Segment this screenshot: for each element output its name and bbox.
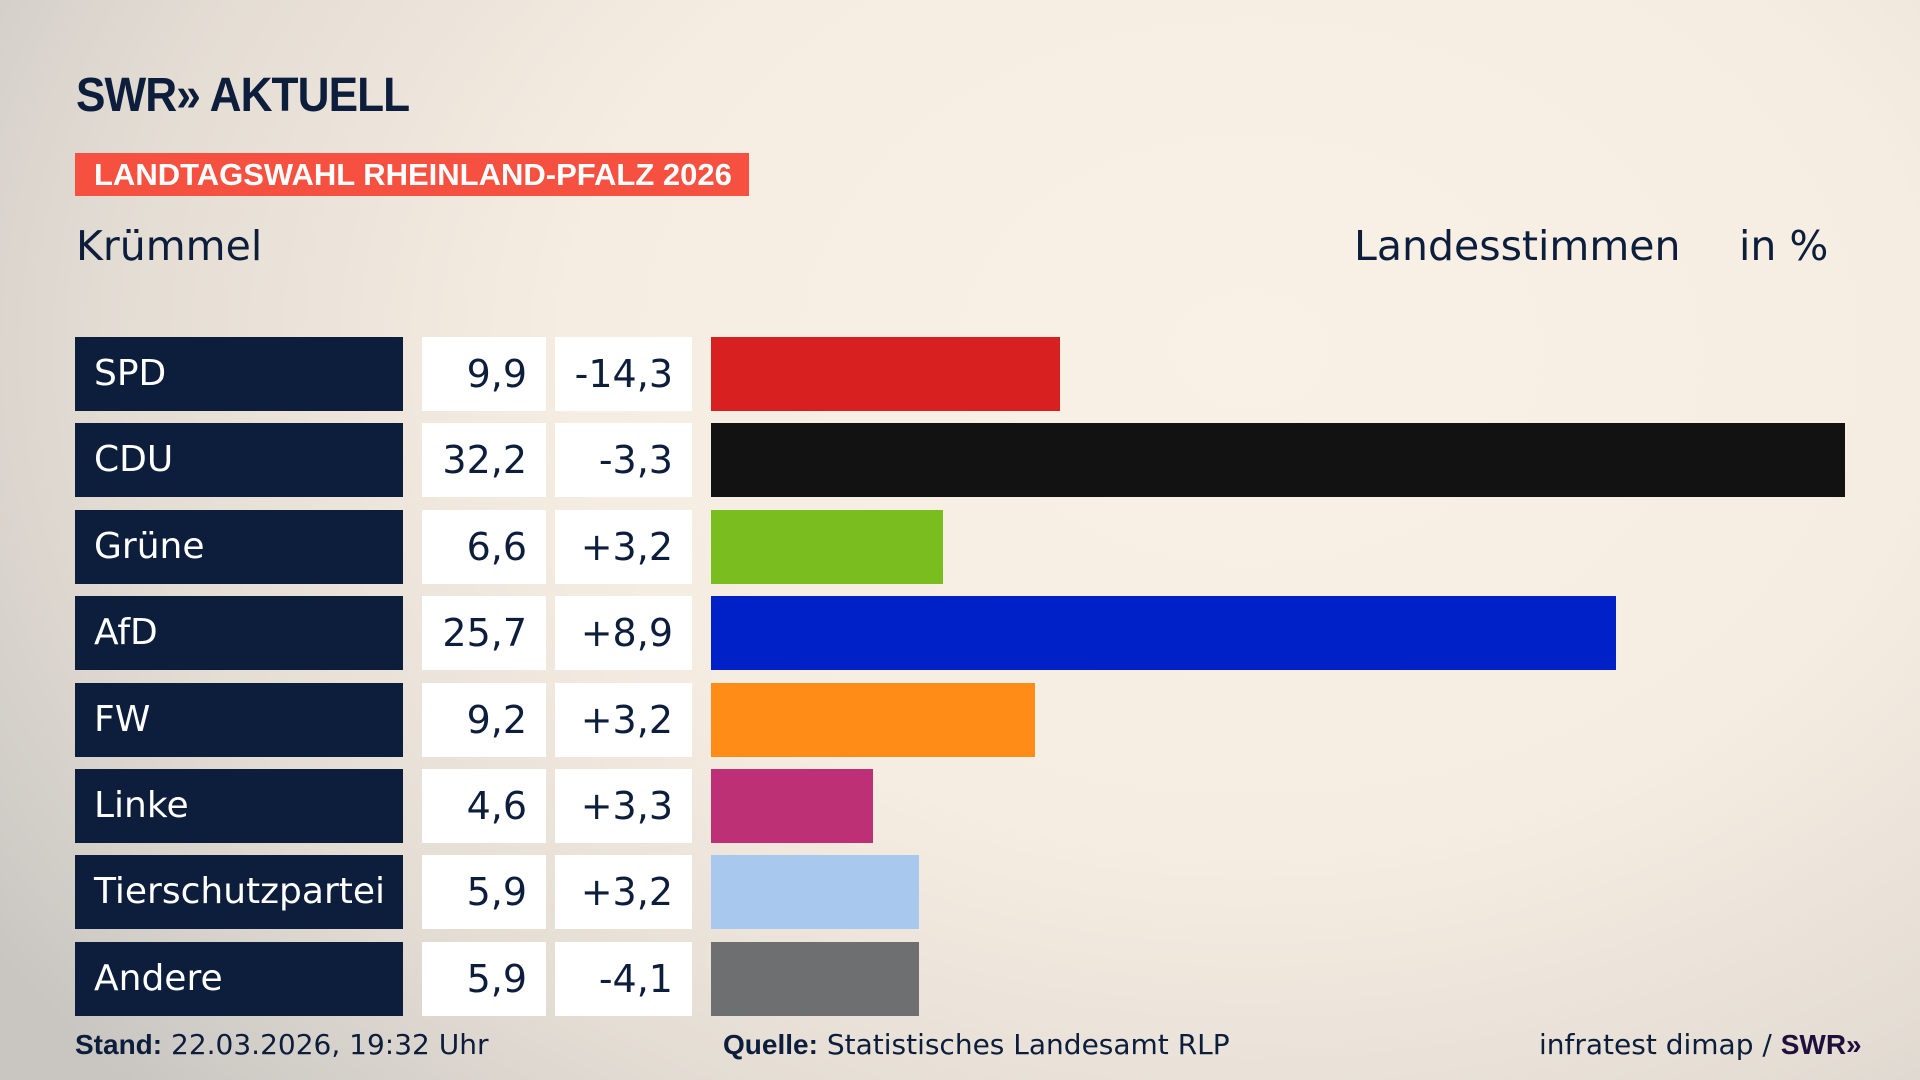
change-label: +3,3 <box>555 769 692 843</box>
stand-info: Stand: 22.03.2026, 19:32 Uhr <box>75 1028 488 1061</box>
party-label: Tierschutzpartei <box>75 855 403 930</box>
party-label: AfD <box>75 596 403 671</box>
value-label: 6,6 <box>422 509 546 584</box>
value-label: 9,9 <box>422 337 546 411</box>
change-label: -14,3 <box>555 337 692 411</box>
result-row: Tierschutzpartei 5,9 +3,2 <box>0 855 1920 930</box>
stand-value: 22.03.2026, 19:32 Uhr <box>171 1028 489 1061</box>
source-value: Statistisches Landesamt RLP <box>826 1028 1230 1061</box>
value-label: 4,6 <box>422 769 546 843</box>
change-label: +3,2 <box>555 855 692 930</box>
bar-tierschutzpartei <box>711 855 919 930</box>
change-label: -3,3 <box>555 423 692 498</box>
result-row: SPD 9,9 -14,3 <box>0 337 1920 411</box>
region-title: Krümmel <box>76 222 263 270</box>
party-label: SPD <box>75 337 403 411</box>
value-label: 5,9 <box>422 941 546 1016</box>
value-label: 9,2 <box>422 682 546 757</box>
result-row: Grüne 6,6 +3,2 <box>0 509 1920 584</box>
change-label: +3,2 <box>555 682 692 757</box>
result-row: FW 9,2 +3,2 <box>0 682 1920 757</box>
bar-grüne <box>711 509 944 584</box>
stand-label: Stand: <box>75 1029 163 1060</box>
party-label: Linke <box>75 769 403 843</box>
unit-label: in % <box>1739 222 1829 270</box>
party-label: CDU <box>75 423 403 498</box>
value-label: 32,2 <box>422 423 546 498</box>
bar-linke <box>711 769 873 843</box>
change-label: +8,9 <box>555 596 692 671</box>
party-label: Andere <box>75 941 403 1016</box>
party-label: Grüne <box>75 509 403 584</box>
source-label: Quelle: <box>723 1029 818 1060</box>
change-label: +3,2 <box>555 509 692 584</box>
swr-logo: SWR» <box>1780 1029 1862 1060</box>
credit: infratest dimap / SWR» <box>1539 1028 1862 1061</box>
bar-spd <box>711 337 1060 411</box>
result-row: CDU 32,2 -3,3 <box>0 423 1920 498</box>
result-row: Andere 5,9 -4,1 <box>0 941 1920 1016</box>
result-row: Linke 4,6 +3,3 <box>0 769 1920 843</box>
credit-text: infratest dimap / <box>1539 1028 1781 1061</box>
bar-afd <box>711 596 1617 671</box>
bar-cdu <box>711 423 1845 498</box>
change-label: -4,1 <box>555 941 692 1016</box>
bar-fw <box>711 682 1035 757</box>
swr-aktuell-logo: SWR» AKTUELL <box>76 69 410 122</box>
election-tag: LANDTAGSWAHL RHEINLAND-PFALZ 2026 <box>75 153 749 196</box>
bar-andere <box>711 941 919 1016</box>
value-label: 5,9 <box>422 855 546 930</box>
result-row: AfD 25,7 +8,9 <box>0 596 1920 671</box>
party-label: FW <box>75 682 403 757</box>
measure-label: Landesstimmen <box>1354 222 1681 270</box>
value-label: 25,7 <box>422 596 546 671</box>
source-info: Quelle: Statistisches Landesamt RLP <box>723 1028 1230 1061</box>
